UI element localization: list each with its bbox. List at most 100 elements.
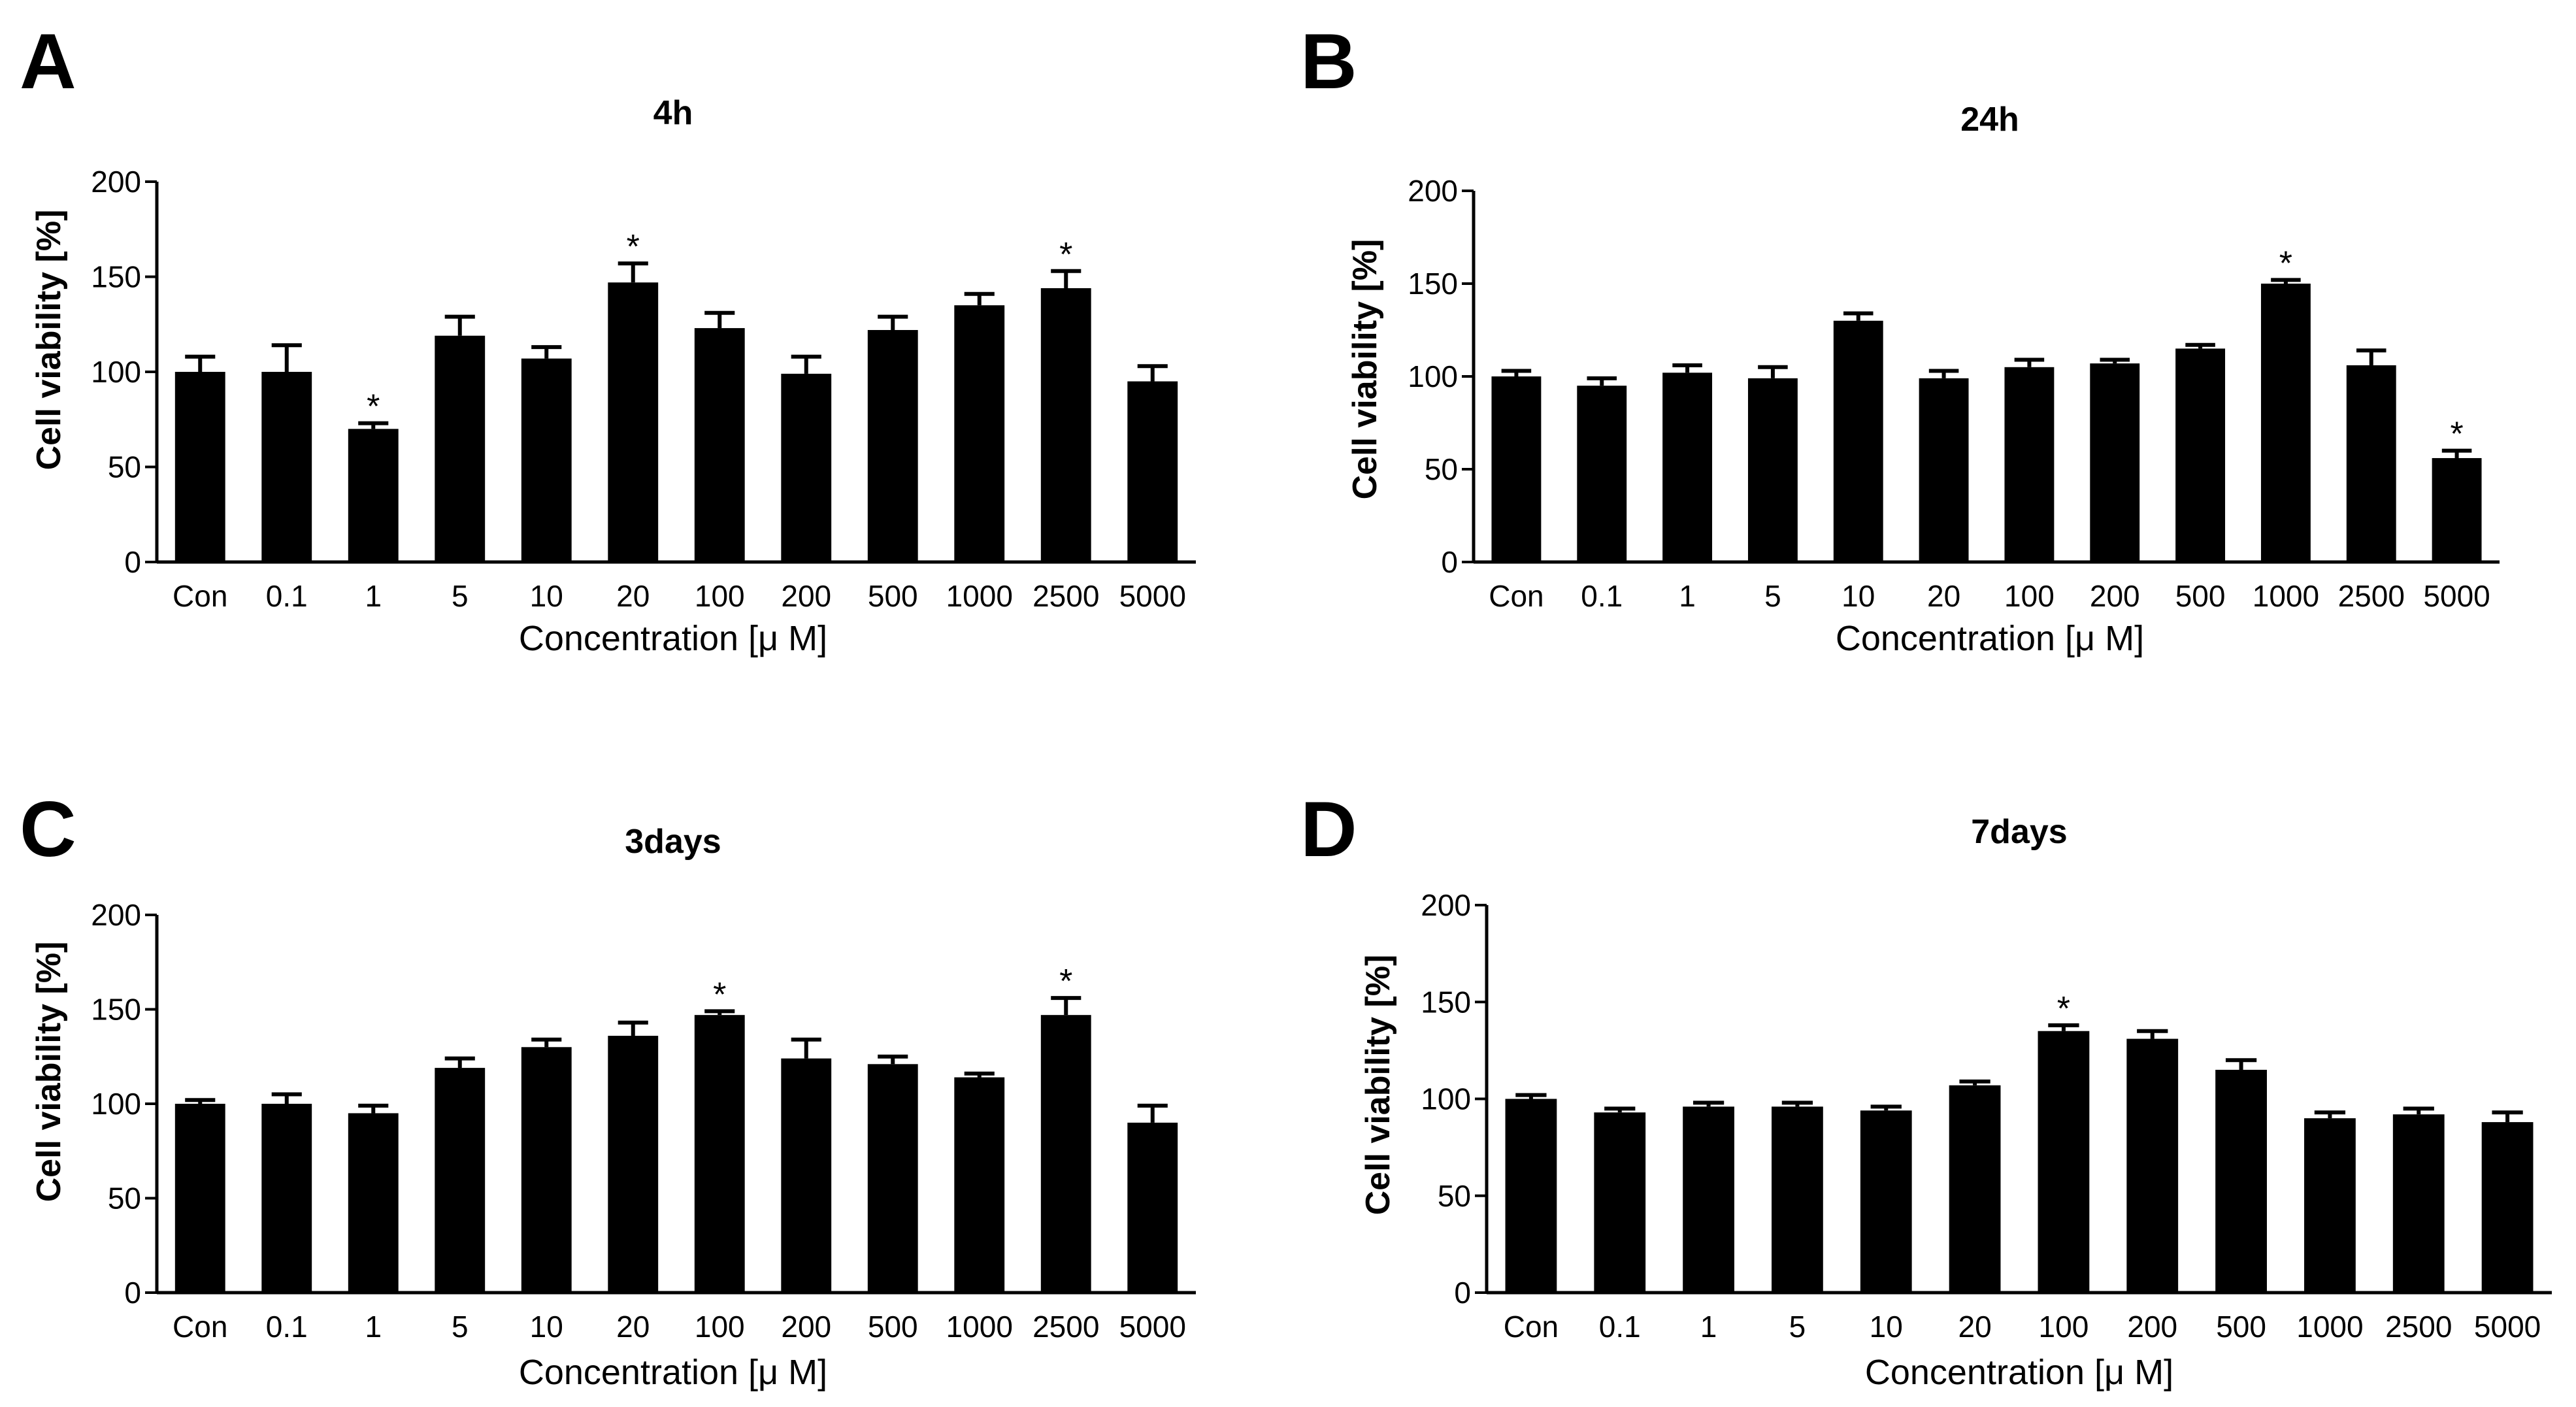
bar-2500: [2392, 1114, 2445, 1293]
x-tick-label: Con: [173, 1310, 227, 1344]
panel-letter: A: [20, 18, 76, 105]
bar-5: [435, 335, 486, 562]
bar-1000: [954, 305, 1005, 562]
bar-100: [2038, 1031, 2090, 1293]
y-tick-label: 0: [1441, 545, 1458, 579]
x-axis-label: Concentration [μ M]: [519, 1353, 827, 1392]
x-tick-label: 5000: [2474, 1310, 2541, 1344]
significance-marker: *: [713, 976, 726, 1014]
y-tick-label: 200: [91, 898, 141, 932]
panel-letter: D: [1300, 786, 1357, 873]
x-tick-label: 1: [365, 579, 382, 613]
bar-5: [1747, 378, 1798, 562]
bar-500: [867, 329, 918, 562]
chart-panel-c: C 3days 0 50 100 150 200 Con 0.1 1 5 10 20 * 100 200 500…: [20, 786, 1196, 1392]
chart-title: 3days: [625, 823, 721, 861]
x-tick-label: 5: [452, 579, 469, 613]
x-tick-label: 0.1: [1599, 1310, 1641, 1344]
significance-marker: *: [2450, 416, 2463, 454]
x-tick-label: 200: [2090, 579, 2140, 613]
x-tick-label: 5000: [2423, 579, 2490, 613]
bar-1000: [2260, 284, 2311, 562]
bar-1: [1662, 372, 1713, 562]
bar-5: [1772, 1106, 1823, 1293]
y-tick-label: 150: [1408, 267, 1458, 301]
y-tick-label: 200: [1408, 174, 1458, 208]
x-tick-label: 1000: [2253, 579, 2319, 613]
bar-100: [2004, 367, 2055, 562]
bar-20: [1949, 1085, 2001, 1293]
bar-5000: [1127, 381, 1178, 562]
bar-2500: [1040, 288, 1091, 562]
x-tick-label: 500: [2175, 579, 2226, 613]
x-axis-label: Concentration [μ M]: [1836, 619, 2144, 658]
bar-5000: [2432, 457, 2482, 562]
bar-500: [867, 1064, 918, 1293]
chart-panel-b: B 24h 0 50 100 150 200 Con 0.1 1 5 10 20 100 200 500 * 10…: [1300, 18, 2500, 658]
y-tick-label: 200: [1421, 888, 1471, 922]
y-tick-label: 50: [1425, 452, 1458, 486]
x-tick-label: 5000: [1119, 579, 1186, 613]
bar-2500: [1040, 1015, 1091, 1293]
x-tick-label: 1000: [946, 1310, 1013, 1344]
bar-200: [781, 373, 832, 562]
x-tick-label: 10: [1870, 1310, 1903, 1344]
x-tick-label: 5: [1764, 579, 1781, 613]
y-tick-label: 50: [108, 450, 141, 484]
bar-0.1: [261, 372, 312, 562]
y-tick-label: 100: [91, 355, 141, 389]
chart-title: 24h: [1960, 101, 2019, 139]
x-tick-label: 2500: [1032, 1310, 1099, 1344]
chart-panel-a: A 4h 0 50 100 150 200 Con 0.1 * 1 5 10 * 20 100 200 500 10…: [20, 18, 1196, 658]
bar-100: [694, 328, 745, 562]
x-tick-label: 20: [616, 1310, 650, 1344]
y-axis-label: Cell viability [%]: [1359, 955, 1397, 1216]
bar-1: [1683, 1106, 1734, 1293]
bar-10: [1860, 1110, 1912, 1293]
significance-marker: *: [627, 228, 640, 266]
bar-10: [521, 358, 572, 562]
bar-200: [781, 1058, 832, 1293]
x-tick-label: 20: [616, 579, 650, 613]
panel-letter: B: [1300, 18, 1357, 105]
bar-0.1: [261, 1104, 312, 1293]
x-tick-label: 20: [1958, 1310, 1991, 1344]
x-tick-label: 500: [868, 579, 918, 613]
x-tick-label: 1: [1700, 1310, 1717, 1344]
bar-5000: [1127, 1122, 1178, 1293]
x-tick-label: Con: [1504, 1310, 1559, 1344]
x-tick-label: Con: [173, 579, 227, 613]
bar-100: [694, 1015, 745, 1293]
y-axis-label: Cell viability [%]: [30, 942, 68, 1202]
x-tick-label: 0.1: [1581, 579, 1623, 613]
x-axis-label: Concentration [μ M]: [519, 619, 827, 658]
x-tick-label: 500: [2216, 1310, 2266, 1344]
y-tick-label: 50: [1438, 1179, 1471, 1213]
y-axis-label: Cell viability [%]: [1346, 239, 1384, 500]
x-tick-label: 0.1: [266, 1310, 308, 1344]
panel-letter: C: [20, 786, 76, 873]
x-tick-label: 1000: [946, 579, 1013, 613]
y-tick-label: 100: [91, 1087, 141, 1121]
chart-title: 7days: [1971, 813, 2067, 851]
y-tick-label: 100: [1408, 359, 1458, 393]
x-tick-label: 100: [695, 1310, 745, 1344]
bar-0.1: [1594, 1112, 1646, 1293]
bar-20: [608, 1035, 659, 1293]
bar-20: [608, 282, 659, 562]
x-tick-label: 2500: [2338, 579, 2405, 613]
significance-marker: *: [367, 388, 380, 426]
x-tick-label: 2500: [2385, 1310, 2452, 1344]
y-axis-label: Cell viability [%]: [30, 210, 68, 471]
x-tick-label: 2500: [1032, 579, 1099, 613]
y-tick-label: 0: [124, 1276, 141, 1310]
x-tick-label: 10: [530, 1310, 563, 1344]
bar-5: [435, 1068, 486, 1293]
chart-title: 4h: [653, 94, 693, 132]
bar-20: [1919, 378, 1969, 562]
x-tick-label: 200: [2127, 1310, 2177, 1344]
bar-Con: [1491, 376, 1542, 562]
x-tick-label: 20: [1927, 579, 1960, 613]
y-tick-label: 0: [124, 545, 141, 579]
